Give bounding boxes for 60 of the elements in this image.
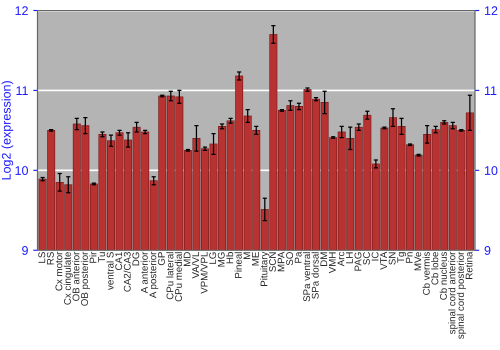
x-tick-label: SO	[286, 252, 294, 266]
x-tick-label: MG	[218, 252, 225, 266]
x-tick-label: MPA	[278, 252, 284, 272]
y-tick-label: 10	[16, 166, 28, 175]
x-tick-label: Tu	[98, 252, 106, 262]
x-tick-label: GP	[158, 252, 165, 266]
y-tick-label: 9	[22, 246, 28, 255]
x-tick-label: Cb lobe	[431, 252, 438, 285]
y-tick-label: 11	[16, 86, 28, 95]
x-tick-label: OB posterior	[80, 252, 90, 306]
x-tick-label: M	[244, 252, 250, 259]
x-tick-label: SN	[388, 252, 396, 265]
x-tick-label: SPa ventral	[302, 252, 310, 302]
x-tick-label: spinal cord anterior	[448, 252, 458, 334]
x-tick-label: PAG	[354, 252, 362, 271]
x-tick-label: Cx cingulate	[64, 252, 73, 305]
x-tick-label: ME	[252, 252, 259, 266]
x-tick-label: RS	[46, 252, 54, 264]
x-tick-label: Pineal	[234, 252, 242, 278]
x-tick-label: Pir	[89, 252, 96, 263]
x-tick-label: Retina	[465, 252, 472, 279]
x-tick-label: MVe	[414, 252, 422, 270]
x-tick-label: LH	[346, 252, 353, 264]
x-tick-label: SCN	[269, 252, 276, 272]
x-tick-label: CA1	[115, 252, 122, 270]
x-tick-label: CA2/CA3	[124, 252, 131, 292]
x-tick-label: IC	[372, 252, 378, 260]
x-tick-label: Pituitary	[260, 252, 270, 286]
x-tick-label: DG	[132, 252, 140, 266]
x-tick-label: A posterior	[149, 252, 158, 298]
x-tick-label: Tg	[397, 252, 406, 263]
x-tick-label: SPa dorsal	[312, 252, 319, 299]
x-tick-label: SC	[363, 252, 370, 265]
x-tick-label: A anterior	[140, 252, 148, 294]
x-tick-label: DM	[320, 252, 328, 266]
x-tick-label: CPu lateral	[166, 252, 174, 300]
x-tick-label: OB anterior	[72, 252, 80, 301]
x-tick-label: LS	[38, 252, 46, 263]
x-tick-label: Cx motor	[55, 252, 62, 291]
y2-tick-label: 11	[484, 86, 496, 95]
x-tick-label: MD	[184, 252, 190, 266]
x-tick-label: Cb nucleus	[440, 252, 447, 300]
x-tick-label: VPM/VPL	[200, 252, 208, 294]
y-tick-label: 12	[16, 6, 28, 16]
x-tick-label: Arc	[338, 252, 344, 266]
x-tick-label: Cb vermis	[422, 252, 430, 295]
y2-tick-label: 9	[484, 246, 490, 255]
y2-tick-label: 10	[484, 166, 498, 175]
y-axis-title: Log2 (expression)	[2, 81, 14, 180]
x-tick-label: VTA	[380, 252, 387, 270]
x-tick-label: CPu medial	[174, 252, 182, 302]
x-tick-label: LG	[209, 252, 216, 264]
x-tick-label: spinal cord posterior	[456, 252, 466, 339]
x-tick-label: Hb	[226, 252, 234, 264]
x-tick-label: VA/VL	[192, 252, 200, 278]
x-tick-label: Pn	[406, 252, 413, 263]
x-tick-label: VMH	[328, 252, 336, 274]
x-tick-label: ventral S	[106, 252, 114, 290]
x-tick-label: Pa	[294, 252, 302, 263]
y2-tick-label: 12	[484, 6, 498, 16]
